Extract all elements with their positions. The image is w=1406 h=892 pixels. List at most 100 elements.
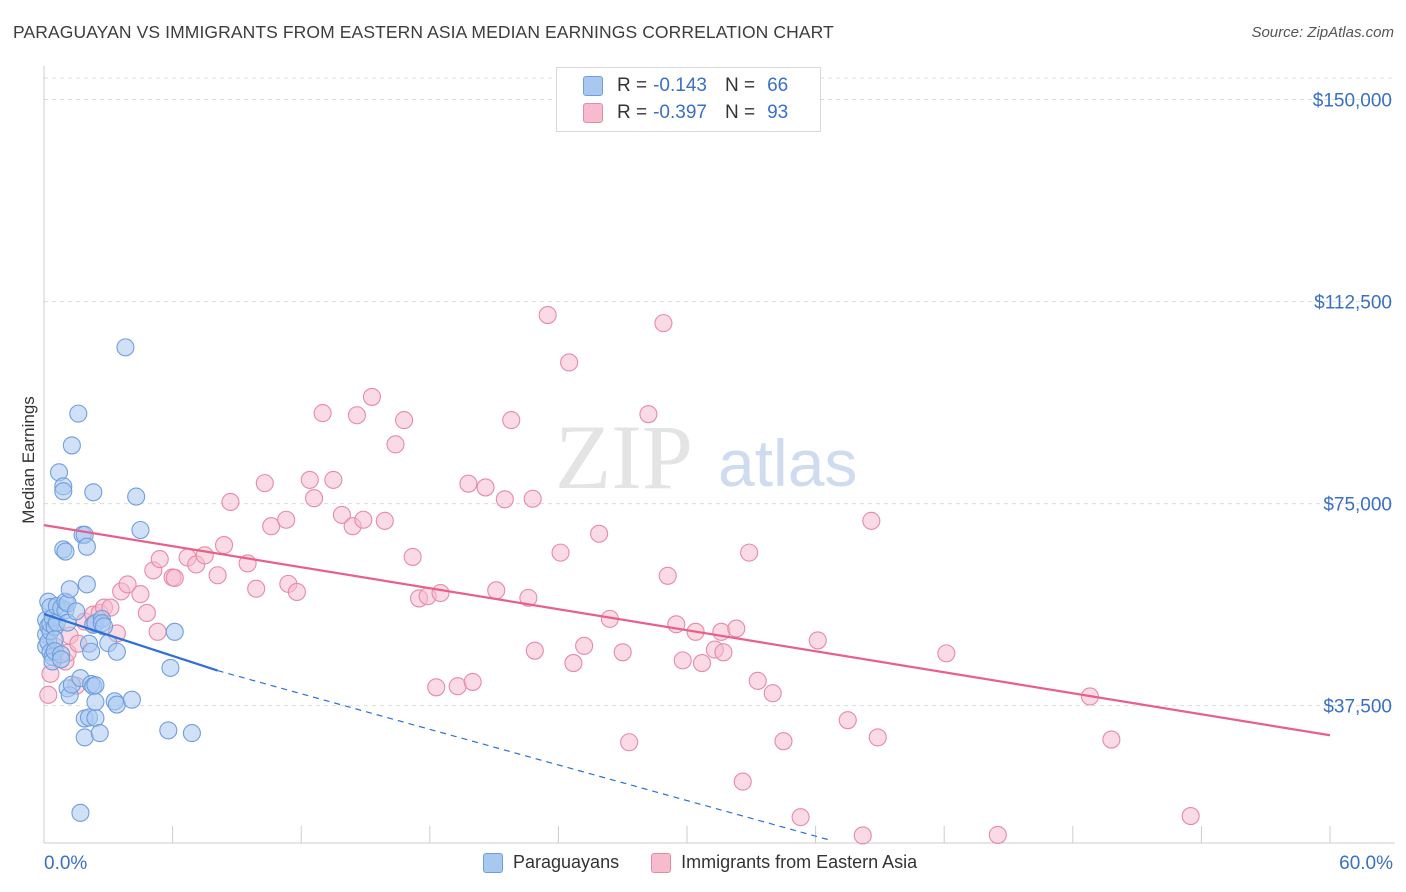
pink-points <box>39 305 1200 845</box>
y-tick-label: $37,500 <box>1323 697 1392 718</box>
eastern-asia-point <box>937 644 956 663</box>
legend-n-label: N = <box>724 75 756 96</box>
paraguayan-point <box>82 642 101 661</box>
eastern-asia-point <box>487 581 506 600</box>
eastern-asia-point <box>208 566 227 585</box>
eastern-asia-point <box>791 808 810 827</box>
eastern-asia-point <box>300 470 319 489</box>
eastern-asia-point <box>362 387 381 406</box>
eastern-asia-point <box>165 568 184 587</box>
eastern-asia-point <box>538 305 557 325</box>
eastern-asia-point <box>639 405 658 424</box>
eastern-asia-point <box>727 619 746 638</box>
eastern-asia-point <box>763 684 782 703</box>
eastern-asia-point <box>654 314 673 333</box>
watermark-zip: ZIP <box>555 406 693 508</box>
watermark-atlas: atlas <box>718 426 857 500</box>
legend-n-label: N = <box>724 102 756 123</box>
eastern-asia-point <box>131 585 150 604</box>
eastern-asia-point <box>620 733 639 752</box>
eastern-asia-point <box>459 474 478 493</box>
paraguayan-trend-line <box>43 612 218 672</box>
eastern-asia-point <box>838 711 857 730</box>
eastern-asia-point <box>523 489 542 508</box>
eastern-asia-point <box>255 474 274 493</box>
eastern-asia-point <box>590 524 609 543</box>
eastern-asia-point <box>313 404 332 423</box>
watermark: ZIP atlas <box>555 406 857 508</box>
bottom-legend-eastern-asia[interactable]: Immigrants from Eastern Asia <box>651 852 917 873</box>
blue-points <box>37 338 201 822</box>
eastern-asia-point <box>386 435 405 454</box>
eastern-asia-point <box>774 732 793 751</box>
paraguayan-point <box>94 617 114 636</box>
eastern-asia-point <box>658 566 677 585</box>
legend-swatch-pink <box>651 852 672 873</box>
eastern-asia-point <box>448 677 467 696</box>
legend-r-value: -0.143 <box>653 75 707 96</box>
paraguayan-point <box>56 542 75 561</box>
paraguayan-point <box>182 724 201 743</box>
eastern-asia-point <box>277 510 296 529</box>
bottom-legend: Paraguayans Immigrants from Eastern Asia <box>483 852 949 873</box>
eastern-asia-point <box>287 582 306 602</box>
paraguayan-point <box>107 642 126 661</box>
eastern-asia-point <box>403 547 422 566</box>
paraguayan-point <box>84 483 103 502</box>
bottom-legend-label: Immigrants from Eastern Asia <box>681 852 918 872</box>
eastern-asia-point <box>692 654 712 673</box>
trend-lines <box>43 524 1331 841</box>
paraguayan-point <box>127 487 146 506</box>
eastern-asia-point <box>262 517 281 536</box>
eastern-asia-point <box>427 678 446 697</box>
paraguayan-point <box>90 724 109 743</box>
eastern-asia-point <box>495 490 514 509</box>
eastern-asia-point <box>551 543 570 562</box>
tick-labels: $37,500 $75,000 $112,500 $150,000 0.0% 60.0% <box>44 91 1393 874</box>
paraguayan-point <box>71 803 90 822</box>
paraguayan-point <box>86 676 105 695</box>
eastern-asia-point <box>714 643 733 662</box>
legend: R = -0.143 N = 66 R = -0.397 N = 93 <box>556 67 821 132</box>
eastern-asia-point <box>476 478 495 497</box>
paraguayan-point <box>86 692 105 711</box>
eastern-asia-point <box>221 492 240 512</box>
paraguayan-point <box>116 338 135 357</box>
legend-r-label: R = <box>617 75 648 96</box>
eastern-asia-point <box>395 411 414 430</box>
eastern-asia-point <box>148 622 167 641</box>
source-label: Source: ZipAtlas.com <box>1251 24 1394 41</box>
paraguayan-point <box>77 537 96 556</box>
eastern-asia-point <box>673 651 692 670</box>
axes <box>43 66 1395 844</box>
paraguayan-point <box>159 721 178 740</box>
eastern-asia-point <box>150 550 169 569</box>
bottom-legend-paraguayans[interactable]: Paraguayans <box>483 852 619 873</box>
eastern-asia-point <box>575 636 594 655</box>
eastern-asia-point <box>564 654 583 673</box>
paraguayan-point <box>107 695 126 714</box>
paraguayan-point <box>60 580 79 599</box>
eastern-asia-point <box>118 575 137 594</box>
legend-row-eastern-asia: R = -0.397 N = 93 <box>583 101 788 125</box>
y-tick-label: $112,500 <box>1314 293 1392 314</box>
grid-lines <box>44 77 1395 707</box>
legend-swatch-blue <box>583 76 603 96</box>
x-tick-label: 0.0% <box>44 853 87 874</box>
eastern-asia-point <box>862 511 881 530</box>
paraguayan-trend-extension <box>217 670 831 841</box>
eastern-asia-point <box>748 671 767 690</box>
eastern-asia-point <box>733 772 752 791</box>
paraguayan-point <box>69 404 88 423</box>
eastern-asia-point <box>1181 807 1200 826</box>
paraguayan-point <box>77 575 96 594</box>
legend-n-value: 93 <box>767 102 789 123</box>
eastern-asia-point <box>502 411 521 430</box>
paraguayan-point <box>161 658 180 677</box>
eastern-asia-point <box>332 505 351 524</box>
legend-row-paraguayans: R = -0.143 N = 66 <box>583 74 788 98</box>
paraguayan-point <box>165 622 184 641</box>
eastern-asia-point <box>305 489 324 508</box>
eastern-asia-point <box>519 588 538 607</box>
